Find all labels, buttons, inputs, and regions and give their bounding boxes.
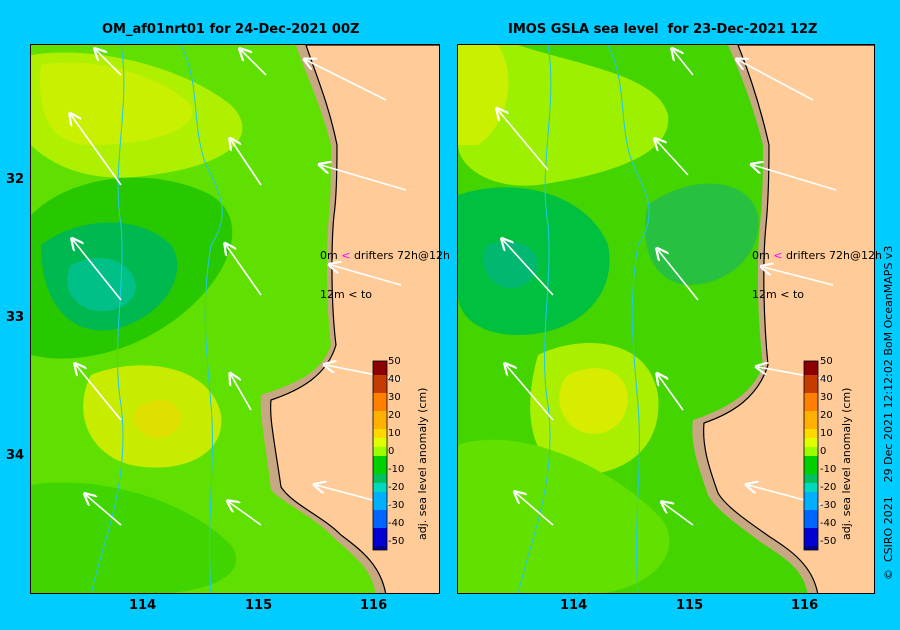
drifter-legend-text: drifters 72h@12h: [785, 249, 882, 262]
lon-label-114-right: 114: [560, 598, 588, 613]
drifter-legend-to: to: [360, 288, 372, 301]
cb-tick: 30: [388, 392, 401, 403]
cb-tick: -20: [388, 482, 405, 493]
cb-tick: 50: [820, 356, 833, 367]
current-arrows-land-area: [306, 60, 407, 506]
left-drifter-legend: 0m < drifters 72h@12h 12m < to: [320, 223, 450, 314]
drifter-depth-surface: 0m: [320, 249, 338, 262]
lat-label-32: 32: [6, 172, 25, 187]
drifter-surface-symbol: <: [341, 249, 351, 262]
colorbar: [372, 360, 388, 551]
anomaly-band-low-east: [644, 183, 759, 285]
lat-label-33: 33: [6, 310, 25, 325]
drifter-depth-surface: 0m: [752, 249, 770, 262]
cb-tick: -10: [388, 464, 405, 475]
lon-label-114-left: 114: [129, 598, 157, 613]
lon-label-115-right: 115: [676, 598, 704, 613]
drifter-legend-to: to: [792, 288, 804, 301]
cb-tick: 0: [820, 446, 827, 457]
cb-tick: -50: [820, 536, 837, 547]
cb-tick: 50: [388, 356, 401, 367]
colorbar: [803, 360, 819, 551]
drifter-deep-symbol: <: [780, 288, 790, 301]
anomaly-core-max: [133, 400, 181, 438]
cb-tick: -40: [388, 518, 405, 529]
drifter-surface-symbol: <: [773, 249, 783, 262]
bathymetry-contour-deep: [517, 45, 552, 593]
cb-tick: 40: [388, 374, 401, 385]
left-colorbar-title: adj. sea level anomaly (cm): [416, 387, 429, 540]
anomaly-core-max: [559, 368, 628, 434]
cb-tick: 30: [820, 392, 833, 403]
left-sea-level-map: [31, 45, 439, 593]
drifter-depth-deep: 12m: [320, 288, 345, 301]
anomaly-band-south: [31, 482, 237, 593]
bathymetry-contour: [607, 45, 650, 593]
cb-tick: 20: [388, 410, 401, 421]
right-drifter-legend: 0m < drifters 72h@12h 12m < to: [752, 223, 882, 314]
right-sea-level-map: [458, 45, 874, 593]
land-mass: [703, 45, 874, 593]
anomaly-band-south: [458, 439, 670, 593]
right-map-title: IMOS GSLA sea level for 23-Dec-2021 12Z: [508, 22, 818, 37]
cb-tick: 20: [820, 410, 833, 421]
current-arrows: [498, 50, 699, 526]
cb-tick: 0: [388, 446, 395, 457]
lon-label-116-left: 116: [360, 598, 388, 613]
land-mass: [270, 45, 439, 593]
cb-tick: -10: [820, 464, 837, 475]
lon-label-116-right: 116: [791, 598, 819, 613]
anomaly-core-min: [483, 241, 538, 289]
cb-tick: -30: [820, 500, 837, 511]
right-map-panel[interactable]: [457, 44, 875, 594]
current-arrows-land-area: [738, 60, 837, 506]
lat-label-34: 34: [6, 448, 25, 463]
anomaly-band-positive-north: [458, 45, 669, 186]
cb-tick: -40: [820, 518, 837, 529]
drifter-deep-symbol: <: [348, 288, 358, 301]
bathymetry-contour-deep: [90, 45, 125, 593]
right-colorbar-title: adj. sea level anomaly (cm): [840, 387, 853, 540]
bathymetry-contour: [180, 45, 223, 593]
cb-tick: -50: [388, 536, 405, 547]
cb-tick: 10: [820, 428, 833, 439]
credit-text: © CSIRO 2021 29 Dec 2021 12:12:02 BoM Oc…: [882, 245, 895, 580]
current-arrows: [71, 50, 267, 526]
lon-label-115-left: 115: [245, 598, 273, 613]
left-map-panel[interactable]: [30, 44, 440, 594]
drifter-depth-deep: 12m: [752, 288, 777, 301]
cb-tick: 40: [820, 374, 833, 385]
cb-tick: -30: [388, 500, 405, 511]
cb-tick: -20: [820, 482, 837, 493]
drifter-legend-text: drifters 72h@12h: [353, 249, 450, 262]
cb-tick: 10: [388, 428, 401, 439]
left-map-title: OM_af01nrt01 for 24-Dec-2021 00Z: [102, 22, 360, 37]
